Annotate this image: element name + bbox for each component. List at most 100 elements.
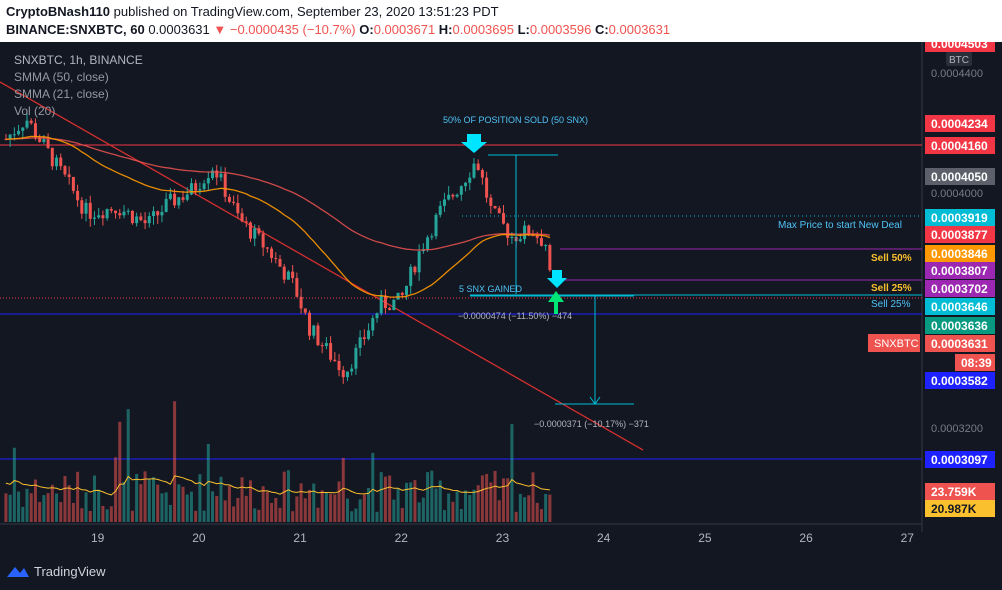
candle[interactable] — [345, 371, 349, 382]
candle[interactable] — [240, 208, 244, 223]
candle[interactable] — [539, 229, 543, 247]
chart-canvas[interactable]: 50% OF POSITION SOLD (50 SNX) Max Price … — [0, 35, 1002, 552]
candle[interactable] — [76, 184, 80, 207]
candle[interactable] — [130, 210, 134, 225]
measure-tool-1[interactable] — [470, 154, 634, 297]
tradingview-logo-icon[interactable] — [6, 563, 30, 579]
candle[interactable] — [405, 285, 409, 300]
candle[interactable] — [189, 178, 193, 196]
smma50-line[interactable] — [5, 137, 551, 251]
candle[interactable] — [282, 264, 286, 284]
legend-smma21[interactable]: SMMA (21, close) — [14, 87, 109, 101]
candle[interactable] — [383, 289, 387, 314]
candle[interactable] — [476, 159, 480, 171]
candle[interactable] — [392, 299, 396, 311]
sell50-annotation[interactable]: Sell 50% — [871, 253, 912, 264]
candle[interactable] — [173, 189, 177, 209]
candle[interactable] — [215, 164, 219, 186]
candle[interactable] — [29, 118, 33, 125]
candle[interactable] — [303, 308, 307, 315]
candle[interactable] — [211, 167, 215, 181]
candle[interactable] — [480, 168, 484, 185]
candle[interactable] — [84, 198, 88, 222]
candle[interactable] — [333, 352, 337, 362]
candle[interactable] — [493, 205, 497, 210]
candle[interactable] — [354, 344, 358, 375]
candle[interactable] — [135, 212, 139, 227]
candle[interactable] — [447, 186, 451, 201]
candle[interactable] — [25, 112, 29, 130]
candle[interactable] — [265, 246, 269, 253]
candle[interactable] — [122, 205, 126, 219]
smma21-line[interactable] — [5, 135, 551, 298]
candle[interactable] — [143, 212, 147, 230]
candle[interactable] — [17, 124, 21, 136]
legend-smma50[interactable]: SMMA (50, close) — [14, 70, 109, 84]
candle[interactable] — [21, 127, 25, 140]
candle[interactable] — [413, 265, 417, 276]
candle[interactable] — [236, 194, 240, 219]
candle[interactable] — [59, 153, 63, 171]
candle[interactable] — [202, 179, 206, 192]
candle[interactable] — [320, 342, 324, 354]
candle[interactable] — [544, 244, 548, 251]
candle[interactable] — [286, 270, 290, 280]
candle[interactable] — [206, 171, 210, 191]
candle[interactable] — [50, 147, 54, 170]
candle[interactable] — [523, 220, 527, 244]
candle[interactable] — [375, 312, 379, 323]
sell25-annotation[interactable]: Sell 25% — [871, 283, 912, 294]
candle[interactable] — [497, 205, 501, 214]
candle[interactable] — [261, 230, 265, 257]
candle[interactable] — [291, 265, 295, 284]
candle[interactable] — [367, 323, 371, 341]
publisher-name[interactable]: CryptoBNash110 — [6, 4, 111, 19]
sold-annotation[interactable]: 50% OF POSITION SOLD (50 SNX) — [443, 115, 588, 125]
candle[interactable] — [451, 193, 455, 200]
chart-pane[interactable]: 50% OF POSITION SOLD (50 SNX) Max Price … — [0, 35, 1002, 552]
candle[interactable] — [421, 243, 425, 254]
candle[interactable] — [219, 166, 223, 182]
candle[interactable] — [270, 246, 274, 263]
candle[interactable] — [371, 315, 375, 336]
legend-volume[interactable]: Vol (20) — [14, 104, 56, 118]
candle[interactable] — [358, 330, 362, 357]
candle[interactable] — [63, 164, 67, 177]
candle[interactable] — [152, 206, 156, 225]
candle[interactable] — [8, 133, 12, 147]
candle[interactable] — [248, 221, 252, 242]
candle[interactable] — [253, 224, 257, 247]
candle[interactable] — [67, 166, 71, 185]
candle[interactable] — [185, 187, 189, 202]
candle[interactable] — [396, 292, 400, 300]
gained-annotation[interactable]: 5 SNX GAINED — [459, 284, 523, 294]
candle[interactable] — [55, 154, 59, 171]
candle[interactable] — [274, 252, 278, 264]
candle[interactable] — [350, 364, 354, 376]
candle[interactable] — [438, 200, 442, 218]
candle[interactable] — [118, 208, 122, 219]
candle[interactable] — [299, 288, 303, 314]
candle[interactable] — [295, 272, 299, 298]
candle[interactable] — [101, 210, 105, 226]
candle[interactable] — [409, 264, 413, 294]
candle[interactable] — [472, 158, 476, 179]
candle[interactable] — [80, 197, 84, 219]
time-axis[interactable]: 19 20 21 22 23 24 25 26 27 — [91, 531, 914, 545]
sell25-annotation-2[interactable]: Sell 25% — [871, 299, 911, 310]
candle[interactable] — [362, 329, 366, 346]
candle[interactable] — [244, 216, 248, 228]
candle[interactable] — [464, 181, 468, 192]
candle[interactable] — [181, 190, 185, 203]
candle[interactable] — [459, 185, 463, 201]
price-axis[interactable]: BTC 0.0004400 0.0004000 0.0003200 — [931, 52, 983, 435]
candle[interactable] — [71, 176, 75, 194]
candle[interactable] — [442, 192, 446, 212]
candle[interactable] — [468, 172, 472, 191]
candle[interactable] — [105, 208, 109, 221]
candle[interactable] — [126, 208, 130, 215]
candle[interactable] — [198, 182, 202, 195]
buy-arrow-icon[interactable] — [548, 291, 564, 314]
candle[interactable] — [232, 195, 236, 206]
candle[interactable] — [341, 366, 345, 384]
